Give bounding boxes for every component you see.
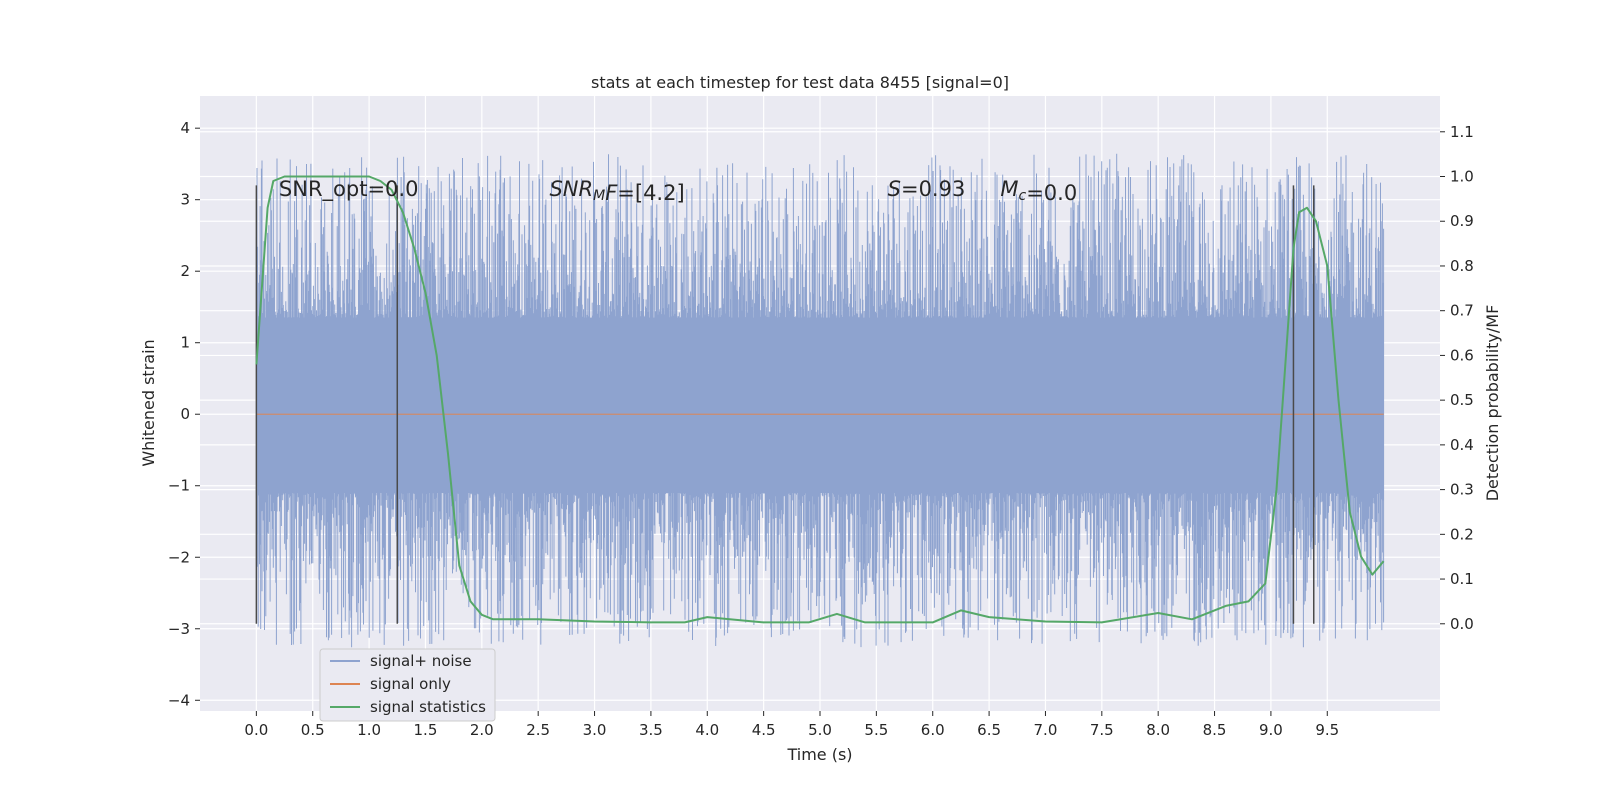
annotation-part: =[4.2] [617,181,684,205]
chart-title: stats at each timestep for test data 845… [591,73,1009,92]
y-right-tick-label: 1.1 [1450,123,1474,141]
y-tick-label: 2 [180,262,190,280]
y-right-tick-label: 0.4 [1450,436,1474,454]
y-right-tick-label: 0.3 [1450,481,1474,499]
y-tick-label: 0 [180,405,190,423]
y-axis-label: Whitened strain [139,339,158,466]
x-axis-label: Time (s) [786,745,852,764]
signal-statistics-line [255,175,1385,624]
x-tick-label: 3.5 [639,721,663,739]
y-right-axis-label: Detection probability/MF [1483,305,1502,502]
x-tick-label: 7.0 [1034,721,1058,739]
y-right-tick-label: 0.7 [1450,302,1474,320]
x-tick-label: 5.0 [808,721,832,739]
annotation-part: SNR_opt=0.0 [279,177,419,202]
x-tick-label: 1.5 [414,721,438,739]
y-tick-label: −2 [168,548,190,566]
x-tick-label: 8.0 [1146,721,1170,739]
y-tick-label: 1 [180,334,190,352]
y-right-tick-label: 0.8 [1450,257,1474,275]
y-axis-ticks: −4 −3 −2 −1 0 1 2 3 4 [168,119,200,709]
signal-statistics-series [255,175,1385,624]
x-tick-label: 3.0 [583,721,607,739]
x-tick-label: 0.5 [301,721,325,739]
x-tick-label: 5.5 [864,721,888,739]
x-tick-label: 6.0 [921,721,945,739]
x-tick-label: 0.0 [244,721,268,739]
legend-label-signal-noise: signal+ noise [370,652,472,670]
x-tick-label: 4.5 [752,721,776,739]
annotation-part: =0.0 [1026,181,1077,205]
annotation-part: S [888,177,901,201]
annotation-part: M [1000,177,1018,201]
x-tick-label: 6.5 [977,721,1001,739]
marker-lines [255,185,1315,624]
y-tick-label: 4 [180,119,190,137]
x-tick-label: 9.5 [1315,721,1339,739]
y-right-tick-label: 0.5 [1450,391,1474,409]
legend-box [319,648,496,722]
annotation-snr-opt: SNR_opt=0.0 [279,177,419,202]
annotation-part: F [605,181,618,205]
y-right-tick-label: 0.9 [1450,212,1474,230]
x-tick-label: 2.5 [526,721,550,739]
annotation-snr-mf: SNRMF=[4.2] [549,177,684,205]
y-right-tick-label: 0.1 [1450,570,1474,588]
y-right-tick-label: 0.2 [1450,525,1474,543]
annotation-part: c [1018,188,1026,204]
y-right-tick-label: 1.0 [1450,168,1474,186]
legend-label-signal-only: signal only [370,675,451,693]
x-tick-label: 7.5 [1090,721,1114,739]
x-tick-label: 8.5 [1203,721,1227,739]
y-right-axis-ticks: 0.0 0.1 0.2 0.3 0.4 0.5 0.6 0.7 0.8 0.9 1.0 1.1 [1440,123,1474,633]
signal-noise-series [255,153,1385,648]
annotation-s-value: S=0.93 [888,177,966,201]
x-tick-label: 2.0 [470,721,494,739]
legend: signal+ noise signal only signal statist… [319,648,496,722]
annotation-mc-value: Mc=0.0 [1000,177,1077,205]
y-right-tick-label: 0.6 [1450,346,1474,364]
annotation-part: SNR [549,177,593,201]
y-tick-label: 3 [180,191,190,209]
x-axis-ticks: 0.0 0.5 1.0 1.5 2.0 2.5 3.0 3.5 4.0 4.5 5.0 5.5 6.0 6… [244,711,1339,739]
y-tick-label: −4 [168,691,190,709]
annotations: SNR_opt=0.0 SNRMF=[4.2] S=0.93 Mc=0.0 [279,177,1077,205]
y-tick-label: −1 [168,477,190,495]
x-tick-label: 1.0 [357,721,381,739]
x-tick-label: 4.0 [695,721,719,739]
annotation-part: =0.93 [901,177,965,201]
y-tick-label: −3 [168,620,190,638]
annotation-part: M [593,188,605,204]
y-right-tick-label: 0.0 [1450,615,1474,633]
x-tick-label: 9.0 [1259,721,1283,739]
legend-label-signal-statistics: signal statistics [370,698,486,716]
